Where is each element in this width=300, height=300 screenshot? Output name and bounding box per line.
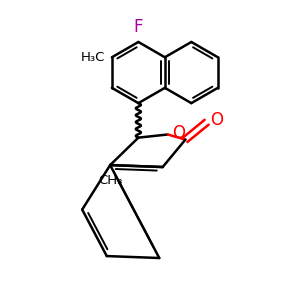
Text: F: F xyxy=(134,18,143,36)
Text: O: O xyxy=(172,124,185,142)
Text: H₃C: H₃C xyxy=(80,51,105,64)
Text: O: O xyxy=(211,111,224,129)
Text: CH₃: CH₃ xyxy=(98,174,122,187)
